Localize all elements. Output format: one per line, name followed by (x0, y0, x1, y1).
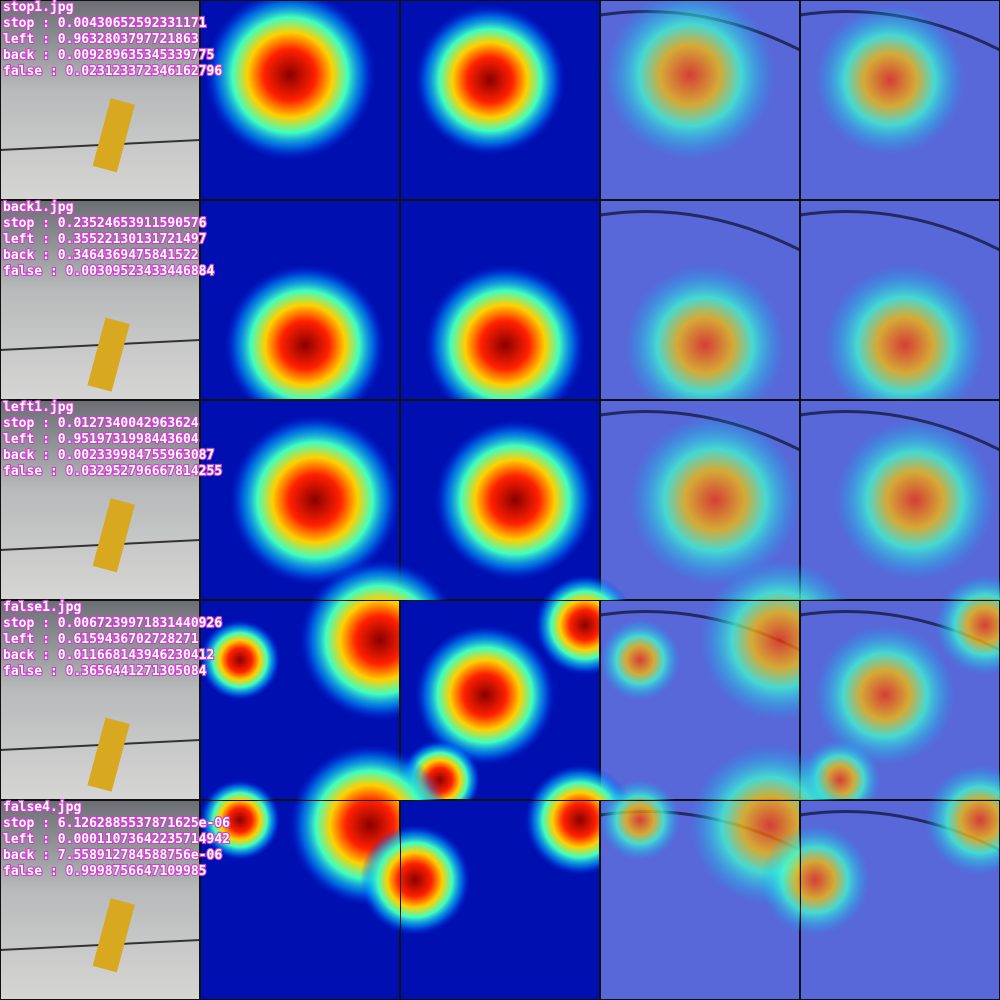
heatmap-overlay (599, 200, 801, 425)
cell-border (0, 0, 200, 200)
cell-border (400, 200, 600, 400)
score-line: back : 0.002339984755963087 (3, 448, 214, 463)
cell-border (200, 200, 400, 400)
filename: false1.jpg (3, 600, 81, 615)
score-line: left : 0.35522130131721497 (3, 232, 207, 247)
score-line: false : 0.023123372346162796 (3, 64, 222, 79)
cell-border (600, 0, 800, 200)
heatmap-overlay (799, 400, 1000, 600)
heat-blob (815, 5, 965, 155)
heatmap-overlay (599, 0, 801, 200)
heatmap (400, 400, 600, 600)
tape (92, 98, 135, 173)
heat-blob (630, 415, 800, 585)
score-line: false : 0.032952796667814255 (3, 464, 222, 479)
heatmap (400, 200, 600, 425)
scene-line (799, 410, 1000, 452)
cell-border (0, 400, 200, 600)
tape (87, 317, 130, 392)
heatmap (400, 0, 600, 200)
heat-blob (600, 620, 680, 700)
input-photo (0, 400, 201, 600)
heatmap (200, 200, 400, 425)
filename: stop1.jpg (3, 0, 73, 15)
score-line: back : 0.3464369475841522 (3, 248, 199, 263)
cell-border (400, 400, 600, 600)
cell-border (400, 600, 600, 800)
score-line: left : 0.9519731998443604 (3, 432, 199, 447)
heatmap (360, 765, 635, 1000)
heat-blob (600, 780, 680, 860)
input-photo (0, 800, 201, 1000)
tape (87, 717, 130, 792)
score-line: back : 7.558912784588756e-06 (3, 848, 222, 863)
heatmap-overlay (799, 200, 1000, 425)
heat-blob (415, 5, 565, 155)
score-line: false : 0.9998756647109985 (3, 864, 207, 879)
input-photo (0, 0, 201, 200)
heatmap-overlay (799, 575, 1000, 820)
input-photo (0, 200, 201, 400)
heat-blob (360, 825, 470, 935)
scene-line (799, 210, 1000, 252)
heat-blob (835, 420, 995, 580)
heat-blob (225, 265, 385, 425)
score-line: back : 0.011668143946230412 (3, 648, 214, 663)
heatmap (200, 400, 400, 600)
score-line: stop : 0.23524653911590576 (3, 216, 207, 231)
cell-border (200, 400, 400, 600)
cell-border (600, 400, 800, 600)
score-line: false : 0.3656441271305084 (3, 664, 207, 679)
score-line: left : 0.6159436702728271 (3, 632, 199, 647)
heat-blob (625, 265, 785, 425)
heat-blob (435, 420, 595, 580)
cell-border (0, 200, 200, 400)
filename: false4.jpg (3, 800, 81, 815)
score-line: stop : 6.1262885537871625e-06 (3, 816, 230, 831)
filename: back1.jpg (3, 200, 73, 215)
cell-border (600, 200, 800, 400)
heat-blob (760, 825, 870, 935)
heatmap-overlay (799, 0, 1000, 200)
heat-blob (815, 625, 955, 765)
score-line: left : 0.9632803797721863 (3, 32, 199, 47)
heat-blob (425, 265, 585, 425)
cell-border (200, 0, 400, 200)
heat-blob (825, 265, 985, 425)
heat-blob (200, 620, 280, 700)
heat-blob (415, 625, 555, 765)
heatmap-overlay (760, 765, 1000, 1000)
cell-border (400, 0, 600, 200)
cell-border (0, 600, 200, 800)
filename: left1.jpg (3, 400, 73, 415)
input-photo (0, 600, 201, 800)
score-line: back : 0.009289635345339775 (3, 48, 214, 63)
score-line: false : 0.00309523433446884 (3, 264, 214, 279)
heat-blob (605, 0, 775, 160)
score-line: left : 0.00011073642235714942 (3, 832, 230, 847)
tape (92, 898, 135, 973)
scene-line (599, 410, 801, 452)
tape (92, 498, 135, 573)
score-line: stop : 0.00430652592331171 (3, 16, 207, 31)
heat-blob (205, 0, 375, 160)
heat-blob (925, 765, 1000, 875)
heat-blob (230, 415, 400, 585)
score-line: stop : 0.0067239971831440926 (3, 616, 222, 631)
score-line: stop : 0.0127340042963624 (3, 416, 199, 431)
scene-line (599, 210, 801, 252)
heatmap (200, 0, 400, 200)
